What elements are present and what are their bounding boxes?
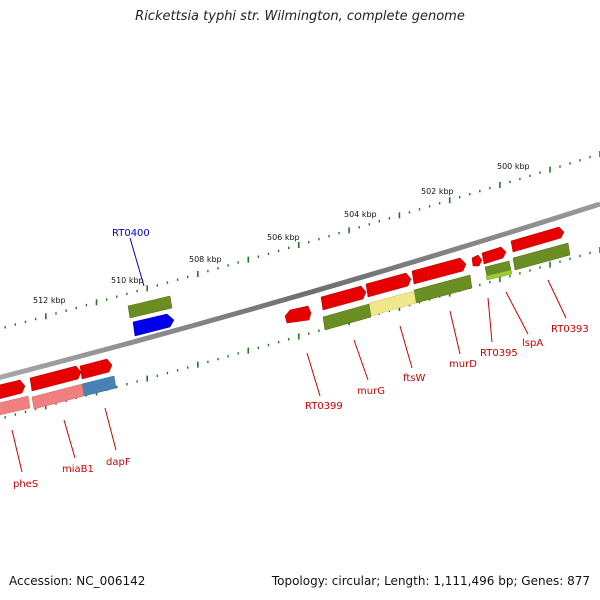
cds-arrow[interactable]	[365, 272, 412, 298]
feature-block-steel-blue[interactable]	[81, 375, 117, 397]
cds-arrow[interactable]	[510, 226, 565, 253]
cds-arrow[interactable]	[29, 365, 82, 392]
accession-text: Accession: NC_006142	[9, 574, 146, 588]
cds-arrow[interactable]	[471, 254, 483, 267]
cds-arrow-blue[interactable]	[132, 313, 175, 337]
cds-arrow[interactable]	[411, 257, 467, 285]
tick-label-504kbp: 504 kbp	[344, 210, 377, 219]
gene-label-ftsw[interactable]: ftsW	[403, 373, 425, 384]
gene-label-miab1[interactable]: miaB1	[62, 464, 94, 475]
callout-lines	[11, 237, 567, 473]
gene-label-murg[interactable]: murG	[357, 386, 385, 397]
feature-block-olive[interactable]	[127, 295, 173, 319]
gene-label-rt0399[interactable]: RT0399	[305, 401, 343, 412]
cds-arrow[interactable]	[320, 285, 367, 311]
tick-label-506kbp: 506 kbp	[267, 233, 300, 242]
feature-block-olive[interactable]	[512, 242, 571, 271]
tick-label-500kbp: 500 kbp	[497, 162, 530, 171]
gene-label-dapf[interactable]: dapF	[106, 457, 131, 468]
gene-label-phes[interactable]: pheS	[13, 479, 38, 490]
feature-block-lime[interactable]	[485, 269, 513, 281]
cds-arrow[interactable]	[0, 379, 26, 400]
gene-label-rt0400[interactable]: RT0400	[112, 228, 150, 239]
gene-label-rt0393[interactable]: RT0393	[551, 324, 589, 335]
cds-arrow[interactable]	[284, 305, 312, 324]
feature-track	[0, 226, 571, 416]
feature-block-olive[interactable]	[322, 303, 372, 331]
feature-block-pink[interactable]	[31, 383, 85, 410]
topology-summary: Topology: circular; Length: 1,111,496 bp…	[271, 574, 590, 588]
gene-label-rt0395[interactable]: RT0395	[480, 348, 518, 359]
gene-label-murd[interactable]: murD	[449, 359, 477, 370]
genome-backbone	[0, 201, 600, 380]
outer-tick-track	[4, 151, 600, 329]
tick-label-510kbp: 510 kbp	[111, 276, 144, 285]
map-title: Rickettsia typhi str. Wilmington, comple…	[135, 9, 465, 24]
cds-arrow[interactable]	[79, 358, 113, 380]
tick-label-508kbp: 508 kbp	[189, 255, 222, 264]
cds-arrow[interactable]	[481, 246, 507, 265]
feature-block-pink[interactable]	[0, 395, 31, 416]
gene-label-lspa[interactable]: lspA	[522, 338, 543, 349]
tick-label-502kbp: 502 kbp	[421, 187, 454, 196]
tick-label-512kbp: 512 kbp	[33, 296, 66, 305]
